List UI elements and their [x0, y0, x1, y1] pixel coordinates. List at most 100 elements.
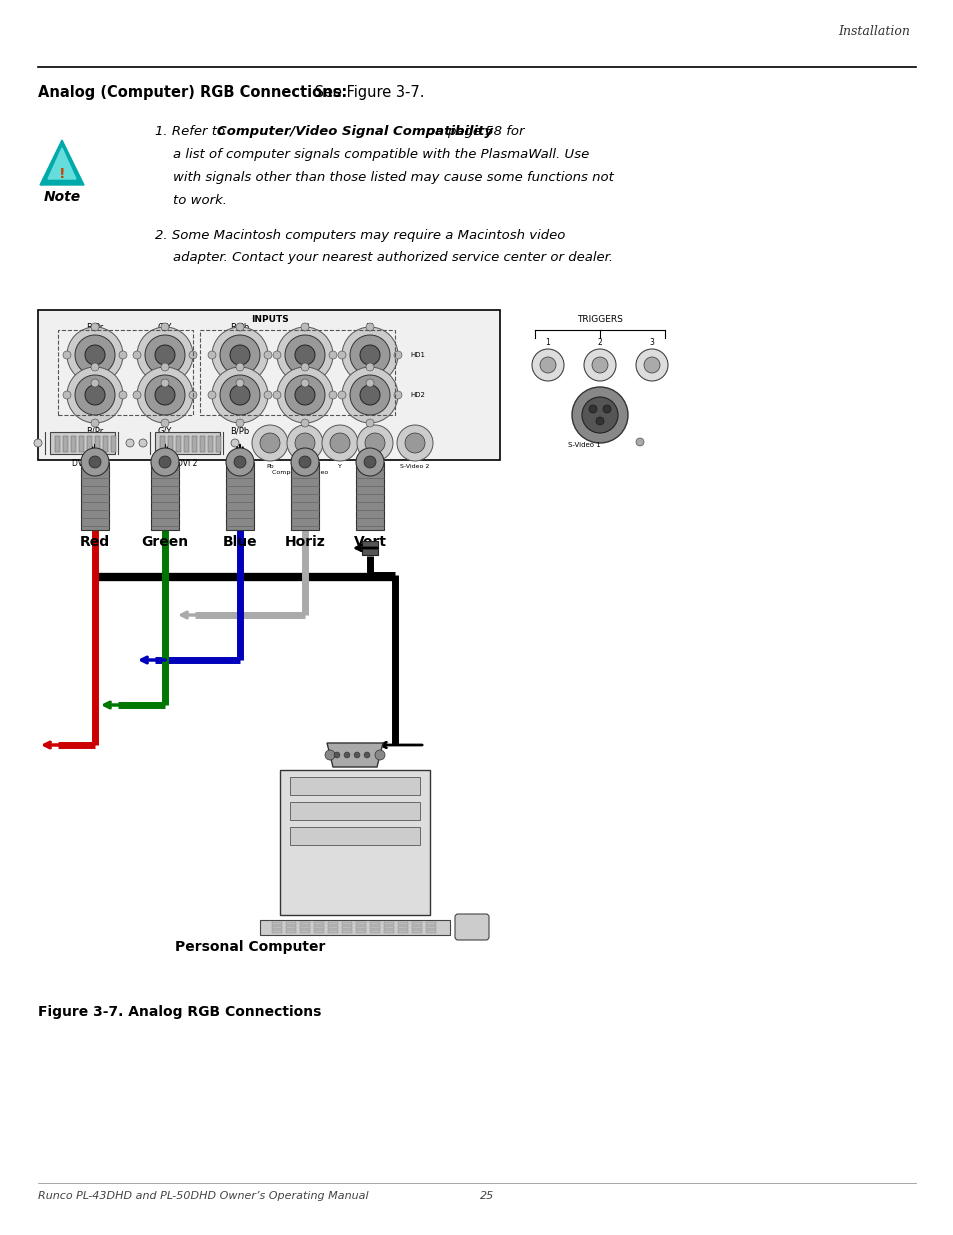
Circle shape [264, 391, 272, 399]
Circle shape [75, 335, 115, 375]
Bar [50, 432, 115, 454]
Bar [314, 926, 324, 929]
Bar [200, 436, 205, 452]
Circle shape [85, 385, 105, 405]
Bar [272, 930, 282, 932]
Bar [87, 436, 91, 452]
Polygon shape [48, 148, 76, 179]
Bar [361, 541, 377, 555]
Text: INPUTS: INPUTS [251, 315, 289, 324]
Text: Y: Y [337, 464, 341, 469]
Text: 1. Refer to: 1. Refer to [154, 125, 229, 138]
Circle shape [154, 345, 174, 366]
Text: Vert: Vert [354, 535, 386, 550]
Text: adapter. Contact your nearest authorized service center or dealer.: adapter. Contact your nearest authorized… [172, 252, 613, 264]
Text: a list of computer signals compatible with the PlasmaWall. Use: a list of computer signals compatible wi… [172, 148, 589, 161]
Text: S-Video 1: S-Video 1 [567, 442, 600, 448]
Circle shape [235, 379, 244, 387]
Bar [370, 930, 379, 932]
Bar [71, 436, 76, 452]
Circle shape [294, 385, 314, 405]
Text: HD2: HD2 [410, 391, 424, 398]
Circle shape [359, 345, 379, 366]
Text: Red: Red [80, 535, 110, 550]
Circle shape [126, 438, 133, 447]
Circle shape [208, 351, 215, 359]
Bar [299, 923, 310, 925]
Circle shape [145, 335, 185, 375]
Circle shape [366, 379, 374, 387]
Text: Pr: Pr [301, 464, 308, 469]
Circle shape [154, 385, 174, 405]
Circle shape [264, 351, 272, 359]
Circle shape [91, 379, 99, 387]
Bar [384, 923, 394, 925]
Text: Figure 3-7. Analog RGB Connections: Figure 3-7. Analog RGB Connections [38, 1005, 321, 1019]
Text: G/Y: G/Y [157, 324, 172, 332]
Bar [291, 462, 318, 530]
Text: Personal Computer: Personal Computer [174, 940, 325, 953]
Circle shape [137, 367, 193, 424]
Text: G/Y: G/Y [157, 427, 172, 436]
Circle shape [230, 385, 250, 405]
Circle shape [145, 375, 185, 415]
Circle shape [583, 350, 616, 382]
Text: DVI 2: DVI 2 [176, 459, 197, 468]
Bar [215, 436, 221, 452]
Bar [290, 802, 419, 820]
Bar [370, 926, 379, 929]
Circle shape [89, 456, 101, 468]
Circle shape [139, 438, 147, 447]
Circle shape [67, 367, 123, 424]
Circle shape [643, 357, 659, 373]
Circle shape [226, 448, 253, 475]
Text: Pb: Pb [266, 464, 274, 469]
Text: Green: Green [141, 535, 189, 550]
Circle shape [85, 345, 105, 366]
Circle shape [636, 438, 643, 446]
Bar [81, 462, 109, 530]
Circle shape [405, 433, 424, 453]
Text: 2: 2 [597, 338, 601, 347]
Circle shape [294, 345, 314, 366]
Circle shape [366, 363, 374, 370]
Text: B/Pb: B/Pb [230, 324, 250, 332]
Circle shape [291, 448, 318, 475]
Bar [272, 926, 282, 929]
Circle shape [212, 367, 268, 424]
Bar [286, 930, 295, 932]
Circle shape [161, 324, 169, 331]
Circle shape [592, 357, 607, 373]
Circle shape [252, 425, 288, 461]
Bar [286, 926, 295, 929]
Circle shape [354, 752, 359, 758]
Circle shape [298, 456, 311, 468]
Circle shape [151, 448, 179, 475]
Circle shape [276, 367, 333, 424]
Bar [412, 923, 421, 925]
Bar [314, 930, 324, 932]
Bar [328, 923, 337, 925]
Circle shape [273, 351, 281, 359]
Text: 2. Some Macintosh computers may require a Macintosh video: 2. Some Macintosh computers may require … [154, 228, 565, 242]
Bar [175, 436, 181, 452]
Circle shape [189, 351, 196, 359]
Circle shape [285, 375, 325, 415]
Circle shape [366, 419, 374, 427]
Circle shape [350, 375, 390, 415]
Circle shape [301, 379, 309, 387]
Bar [111, 436, 116, 452]
Circle shape [588, 405, 597, 412]
Polygon shape [327, 743, 382, 767]
Text: HD1: HD1 [410, 352, 424, 358]
FancyBboxPatch shape [455, 914, 489, 940]
Circle shape [329, 351, 336, 359]
Circle shape [341, 367, 397, 424]
Bar [103, 436, 108, 452]
Bar [397, 930, 408, 932]
Bar [397, 926, 408, 929]
Circle shape [260, 433, 280, 453]
Circle shape [334, 752, 339, 758]
Text: V: V [367, 324, 373, 332]
Text: Runco PL-43DHD and PL-50DHD Owner’s Operating Manual: Runco PL-43DHD and PL-50DHD Owner’s Oper… [38, 1191, 368, 1200]
